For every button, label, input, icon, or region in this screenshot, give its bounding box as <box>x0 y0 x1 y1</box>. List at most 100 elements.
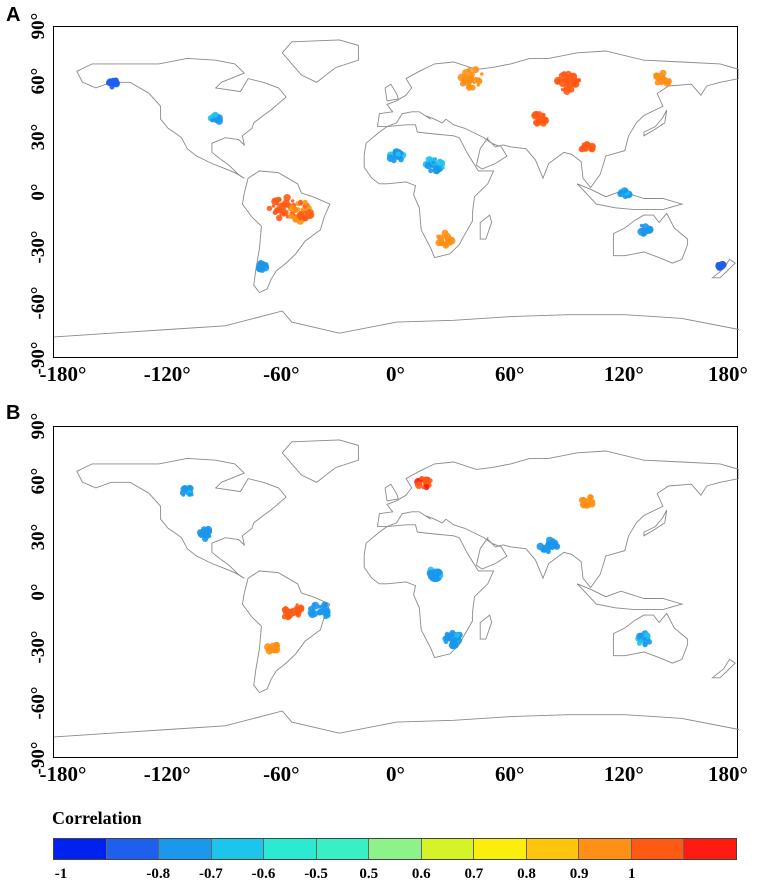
coastline-indonesia <box>576 583 684 611</box>
correlation-cluster <box>197 525 213 542</box>
colorbar-swatch <box>474 839 527 859</box>
colorbar-swatch <box>421 839 475 859</box>
colorbar-swatch <box>54 839 107 859</box>
x-tick-label: -60° <box>263 362 300 386</box>
coastline-north-america <box>76 457 287 579</box>
coastline-south-america <box>241 570 331 694</box>
y-tick-label: -30° <box>28 230 49 264</box>
colorbar-tick-label: -0.7 <box>198 866 223 882</box>
colorbar-tick-label: 0.7 <box>464 866 484 882</box>
correlation-cluster <box>414 476 433 491</box>
y-tick-label: 0° <box>28 583 49 601</box>
coastline-eurasia <box>376 50 739 189</box>
colorbar <box>53 838 737 860</box>
y-tick-label: -60° <box>28 286 49 320</box>
correlation-cluster <box>179 484 194 498</box>
coastline-new-zealand <box>711 658 736 679</box>
colorbar-swatch <box>264 839 317 859</box>
y-tick-label: 0° <box>28 183 49 201</box>
coastline-new-zealand <box>711 258 736 279</box>
x-tick-label: 120° <box>603 362 644 386</box>
coastline-africa <box>363 524 495 659</box>
correlation-cluster <box>578 494 596 509</box>
map-panel-b <box>53 426 739 758</box>
world-map-a <box>54 39 739 338</box>
correlation-cluster <box>554 70 582 95</box>
colorbar-title: Correlation <box>52 808 142 828</box>
y-tick-label: 90° <box>28 412 49 440</box>
correlation-cluster <box>653 69 672 87</box>
correlation-cluster <box>457 66 484 91</box>
correlation-cluster <box>435 229 456 249</box>
y-tick-label: 60° <box>28 468 49 495</box>
correlation-cluster <box>281 603 305 621</box>
correlation-cluster <box>255 260 270 273</box>
coastline-greenland <box>281 39 359 83</box>
colorbar-tick-label: -0.8 <box>146 866 171 882</box>
colorbar-swatch <box>631 839 685 859</box>
x-tick-label: 180° <box>708 362 748 386</box>
colorbar-tick-label: 0.9 <box>569 866 589 882</box>
x-tick-label: 0° <box>386 362 405 386</box>
colorbar-swatch <box>159 839 212 859</box>
y-tick-label: -60° <box>28 686 49 720</box>
coastline-north-america <box>76 57 287 179</box>
x-tick-label: -180° <box>39 362 87 386</box>
panel-letter-a: A <box>6 4 21 26</box>
coastline-indonesia <box>576 183 684 211</box>
coastline-antarctica <box>54 310 739 338</box>
colorbar-swatch <box>211 839 265 859</box>
correlation-cluster <box>307 601 331 620</box>
colorbar-tick-label: -0.5 <box>304 866 328 882</box>
y-tick-label: 30° <box>28 523 49 550</box>
x-tick-label: -60° <box>263 762 300 786</box>
coastline-greenland <box>281 439 359 483</box>
coastline-australia <box>612 212 689 264</box>
correlation-cluster <box>536 536 561 555</box>
x-tick-label: -180° <box>39 762 87 786</box>
correlation-cluster <box>426 566 444 583</box>
correlation-cluster <box>422 156 446 175</box>
correlation-cluster <box>578 141 596 153</box>
colorbar-swatch <box>316 839 370 859</box>
correlation-cluster <box>442 629 463 650</box>
coastline-japan <box>643 509 668 537</box>
y-tick-label: -30° <box>28 630 49 664</box>
colorbar-tick-label: -0.6 <box>251 866 276 882</box>
x-tick-label: 0° <box>386 762 405 786</box>
correlation-cluster <box>207 111 223 125</box>
colorbar-swatch <box>369 839 422 859</box>
coastline-madagascar <box>479 214 493 240</box>
x-tick-label: 60° <box>494 362 525 386</box>
y-tick-label: 60° <box>28 68 49 95</box>
y-tick-label: 90° <box>28 12 49 40</box>
correlation-cluster <box>264 641 281 655</box>
correlation-cluster <box>637 223 654 237</box>
colorbar-swatch <box>526 839 580 859</box>
correlation-cluster <box>105 77 120 90</box>
coastline-antarctica <box>54 710 739 738</box>
coastline-eurasia <box>376 450 739 589</box>
correlation-cluster <box>386 148 407 164</box>
correlation-cluster <box>531 110 549 127</box>
coastline-japan <box>643 109 668 137</box>
x-tick-label: 120° <box>603 762 644 786</box>
colorbar-tick-label: -1 <box>54 866 68 882</box>
colorbar-swatch <box>106 839 160 859</box>
x-tick-label: 180° <box>708 762 748 786</box>
world-map-b <box>54 439 739 738</box>
correlation-cluster <box>635 630 652 648</box>
correlation-cluster <box>288 199 315 225</box>
colorbar-tick-label: 1 <box>628 866 636 882</box>
correlation-cluster <box>617 187 633 200</box>
colorbar-tick-label: 0.6 <box>411 866 431 882</box>
coastline-africa <box>363 124 495 259</box>
correlation-cluster <box>715 261 727 271</box>
coastline-madagascar <box>479 614 493 640</box>
coastline-australia <box>612 612 689 664</box>
colorbar-tick-label: 0.8 <box>517 866 536 882</box>
map-panel-a <box>53 26 739 358</box>
x-tick-label: -120° <box>143 762 191 786</box>
colorbar-swatch <box>579 839 632 859</box>
coastline-uk <box>384 83 399 102</box>
